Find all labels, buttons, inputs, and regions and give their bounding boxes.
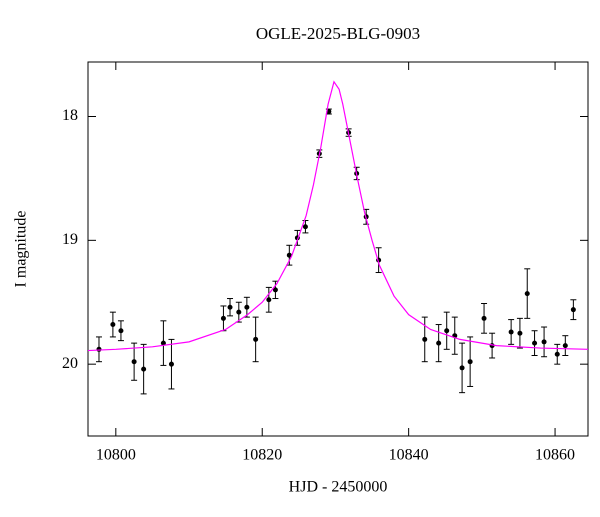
data-point: [160, 340, 166, 346]
data-point: [444, 328, 450, 334]
data-point: [141, 366, 147, 372]
x-tick-label: 10860: [535, 447, 575, 464]
data-point: [467, 359, 473, 365]
data-point: [244, 304, 250, 310]
y-tick-label: 20: [62, 355, 78, 372]
data-point: [253, 336, 259, 342]
data-point: [266, 297, 272, 303]
x-axis-label: HJD - 2450000: [289, 479, 388, 496]
data-point: [481, 315, 487, 321]
x-tick-label: 10800: [96, 447, 136, 464]
plot-frame: [87, 61, 589, 437]
x-tick-label: 10820: [242, 447, 282, 464]
data-point: [422, 336, 428, 342]
data-point: [508, 329, 514, 335]
data-point: [302, 224, 308, 230]
data-point: [131, 359, 137, 365]
data-point: [570, 307, 576, 313]
data-point: [286, 252, 292, 258]
y-axis-label: I magnitude: [13, 211, 30, 288]
y-tick-label: 18: [62, 107, 78, 124]
data-point: [110, 322, 116, 328]
x-tick-label: 10840: [389, 447, 429, 464]
data-point: [272, 287, 278, 293]
data-point: [96, 346, 102, 352]
data-point: [562, 343, 568, 349]
data-point: [524, 291, 530, 297]
data-point: [118, 328, 124, 334]
data-point: [554, 351, 560, 357]
data-point: [168, 361, 174, 367]
data-point: [236, 309, 242, 315]
chart-title: OGLE-2025-BLG-0903: [256, 24, 420, 43]
data-point: [517, 330, 523, 336]
data-point: [220, 315, 226, 321]
y-tick-label: 19: [62, 231, 78, 248]
data-point: [532, 340, 538, 346]
model-curve: [87, 80, 589, 352]
data-point: [227, 304, 233, 310]
data-point: [459, 365, 465, 371]
data-point: [541, 339, 547, 345]
data-point: [436, 340, 442, 346]
